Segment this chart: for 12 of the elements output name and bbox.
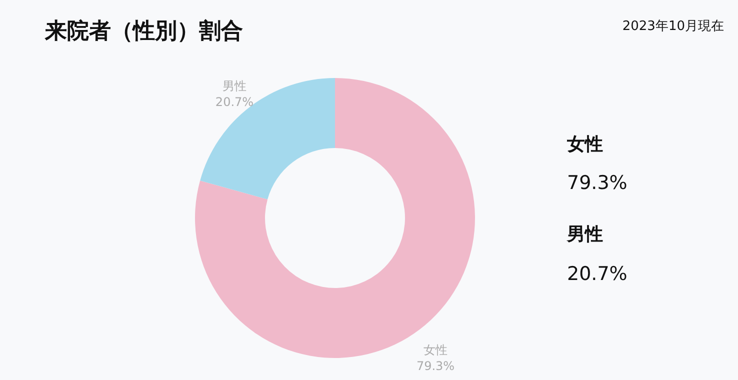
text: 2023年10月現在: [622, 19, 724, 34]
text: 女性: [566, 134, 603, 155]
chart-title: 来院者（性別）割合: [44, 19, 243, 44]
text: 20.7%: [567, 263, 628, 285]
data-label: 20.7%: [215, 94, 254, 109]
data-label: 79.3%: [416, 359, 455, 374]
donut-slice: [195, 78, 475, 358]
slice-label: 女性: [424, 343, 448, 358]
donut-slice: [200, 78, 335, 200]
text: 男性: [566, 224, 603, 245]
text: 79.3%: [567, 172, 628, 194]
slice-label: 男性: [222, 78, 246, 93]
